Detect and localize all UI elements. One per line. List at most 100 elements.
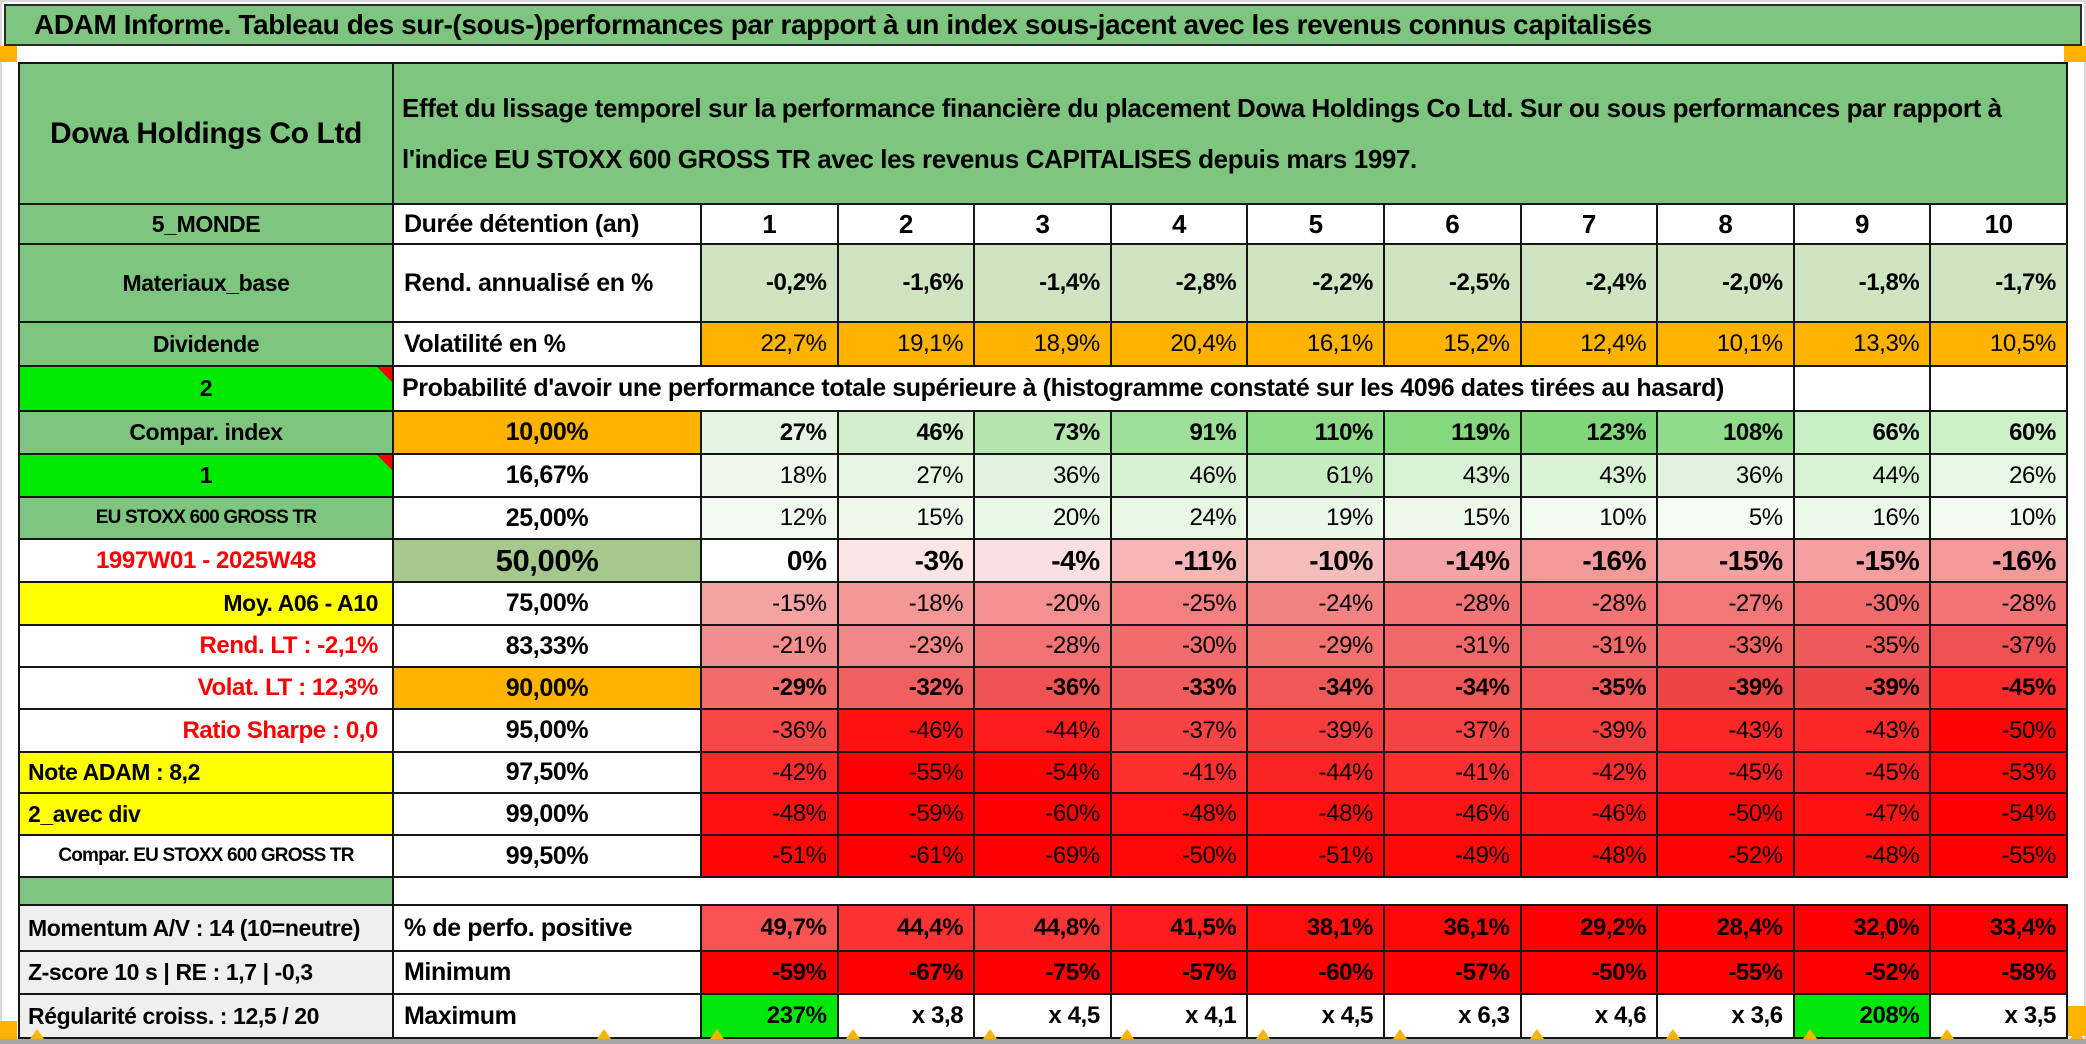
- value-cell-y7[interactable]: -35%: [1521, 668, 1659, 710]
- value-cell-y6[interactable]: 43%: [1384, 455, 1522, 498]
- value-cell-y6[interactable]: -14%: [1384, 540, 1522, 583]
- row-label-cell[interactable]: 2_avec div: [18, 794, 394, 836]
- value-cell-y2[interactable]: 19,1%: [838, 323, 976, 367]
- metric-label-cell[interactable]: 99,00%: [394, 794, 702, 836]
- metric-label-cell[interactable]: 83,33%: [394, 626, 702, 668]
- value-cell-y10[interactable]: 10,5%: [1931, 323, 2068, 367]
- value-cell-y1[interactable]: 22,7%: [702, 323, 839, 367]
- value-cell-y9[interactable]: 44%: [1794, 455, 1932, 498]
- metric-label-cell[interactable]: Rend. annualisé en %: [394, 245, 702, 323]
- value-cell-y5[interactable]: -10%: [1248, 540, 1385, 583]
- metric-label-cell[interactable]: 75,00%: [394, 583, 702, 626]
- empty-cell[interactable]: [1794, 367, 1932, 412]
- value-cell-y4[interactable]: 24%: [1111, 498, 1249, 540]
- value-cell-y9[interactable]: -45%: [1794, 753, 1932, 794]
- value-cell-y5[interactable]: x 4,5: [1248, 995, 1385, 1039]
- value-cell-y2[interactable]: -23%: [838, 626, 976, 668]
- value-cell-y3[interactable]: -28%: [975, 626, 1112, 668]
- metric-label-cell[interactable]: Maximum: [394, 995, 702, 1039]
- value-cell-y7[interactable]: -31%: [1521, 626, 1659, 668]
- value-cell-y9[interactable]: -48%: [1794, 836, 1932, 878]
- value-cell-y1[interactable]: 0%: [702, 540, 839, 583]
- value-cell-y5[interactable]: -39%: [1248, 710, 1385, 753]
- value-cell-y10[interactable]: 26%: [1931, 455, 2068, 498]
- value-cell-y7[interactable]: -2,4%: [1521, 245, 1659, 323]
- value-cell-y9[interactable]: -52%: [1794, 952, 1932, 995]
- value-cell-y6[interactable]: -57%: [1384, 952, 1522, 995]
- value-cell-y9[interactable]: 66%: [1794, 412, 1932, 455]
- value-cell-y9[interactable]: -43%: [1794, 710, 1932, 753]
- row-label-cell[interactable]: Régularité croiss. : 12,5 / 20: [18, 995, 394, 1039]
- value-cell-y5[interactable]: -34%: [1248, 668, 1385, 710]
- value-cell-y8[interactable]: 8: [1658, 205, 1795, 245]
- value-cell-y3[interactable]: -44%: [975, 710, 1112, 753]
- value-cell-y7[interactable]: -46%: [1521, 794, 1659, 836]
- value-cell-y5[interactable]: -24%: [1248, 583, 1385, 626]
- value-cell-y3[interactable]: 73%: [975, 412, 1112, 455]
- value-cell-y5[interactable]: 61%: [1248, 455, 1385, 498]
- metric-label-cell[interactable]: 95,00%: [394, 710, 702, 753]
- merged-text-cell[interactable]: Probabilité d'avoir une performance tota…: [394, 367, 1795, 412]
- value-cell-y8[interactable]: -27%: [1658, 583, 1795, 626]
- value-cell-y8[interactable]: x 3,6: [1658, 995, 1795, 1039]
- value-cell-y8[interactable]: -50%: [1658, 794, 1795, 836]
- value-cell-y10[interactable]: x 3,5: [1931, 995, 2068, 1039]
- row-label-cell[interactable]: Compar. EU STOXX 600 GROSS TR: [18, 836, 394, 878]
- value-cell-y7[interactable]: 7: [1521, 205, 1659, 245]
- value-cell-y9[interactable]: -1,8%: [1794, 245, 1932, 323]
- value-cell-y6[interactable]: x 6,3: [1384, 995, 1522, 1039]
- value-cell-y6[interactable]: 119%: [1384, 412, 1522, 455]
- value-cell-y10[interactable]: 10: [1931, 205, 2068, 245]
- value-cell-y4[interactable]: -48%: [1111, 794, 1249, 836]
- row-label-cell[interactable]: Moy. A06 - A10: [18, 583, 394, 626]
- value-cell-y10[interactable]: -53%: [1931, 753, 2068, 794]
- value-cell-y8[interactable]: -15%: [1658, 540, 1795, 583]
- value-cell-y2[interactable]: -1,6%: [838, 245, 976, 323]
- value-cell-y9[interactable]: 16%: [1794, 498, 1932, 540]
- value-cell-y2[interactable]: 44,4%: [838, 906, 976, 952]
- value-cell-y7[interactable]: 10%: [1521, 498, 1659, 540]
- value-cell-y2[interactable]: -18%: [838, 583, 976, 626]
- value-cell-y10[interactable]: -55%: [1931, 836, 2068, 878]
- value-cell-y8[interactable]: -33%: [1658, 626, 1795, 668]
- value-cell-y2[interactable]: 27%: [838, 455, 976, 498]
- value-cell-y1[interactable]: 12%: [702, 498, 839, 540]
- value-cell-y1[interactable]: -36%: [702, 710, 839, 753]
- value-cell-y10[interactable]: 33,4%: [1931, 906, 2068, 952]
- value-cell-y3[interactable]: -36%: [975, 668, 1112, 710]
- value-cell-y6[interactable]: -46%: [1384, 794, 1522, 836]
- value-cell-y6[interactable]: -28%: [1384, 583, 1522, 626]
- value-cell-y2[interactable]: -55%: [838, 753, 976, 794]
- value-cell-y1[interactable]: -29%: [702, 668, 839, 710]
- value-cell-y7[interactable]: 12,4%: [1521, 323, 1659, 367]
- value-cell-y4[interactable]: -57%: [1111, 952, 1249, 995]
- value-cell-y3[interactable]: 36%: [975, 455, 1112, 498]
- value-cell-y5[interactable]: 38,1%: [1248, 906, 1385, 952]
- value-cell-y2[interactable]: -46%: [838, 710, 976, 753]
- value-cell-y8[interactable]: 10,1%: [1658, 323, 1795, 367]
- value-cell-y2[interactable]: -61%: [838, 836, 976, 878]
- value-cell-y9[interactable]: -47%: [1794, 794, 1932, 836]
- row-label-cell[interactable]: Volat. LT : 12,3%: [18, 668, 394, 710]
- row-label-cell[interactable]: Note ADAM : 8,2: [18, 753, 394, 794]
- value-cell-y6[interactable]: -34%: [1384, 668, 1522, 710]
- value-cell-y4[interactable]: -41%: [1111, 753, 1249, 794]
- value-cell-y4[interactable]: -50%: [1111, 836, 1249, 878]
- value-cell-y5[interactable]: -60%: [1248, 952, 1385, 995]
- value-cell-y8[interactable]: 5%: [1658, 498, 1795, 540]
- value-cell-y4[interactable]: -37%: [1111, 710, 1249, 753]
- value-cell-y4[interactable]: -30%: [1111, 626, 1249, 668]
- value-cell-y8[interactable]: -2,0%: [1658, 245, 1795, 323]
- value-cell-y5[interactable]: -48%: [1248, 794, 1385, 836]
- value-cell-y6[interactable]: -31%: [1384, 626, 1522, 668]
- value-cell-y6[interactable]: -49%: [1384, 836, 1522, 878]
- value-cell-y9[interactable]: 32,0%: [1794, 906, 1932, 952]
- value-cell-y1[interactable]: -59%: [702, 952, 839, 995]
- value-cell-y6[interactable]: 6: [1384, 205, 1522, 245]
- row-label-cell[interactable]: 2: [18, 367, 394, 412]
- value-cell-y3[interactable]: 44,8%: [975, 906, 1112, 952]
- metric-label-cell[interactable]: 10,00%: [394, 412, 702, 455]
- value-cell-y8[interactable]: 36%: [1658, 455, 1795, 498]
- value-cell-y5[interactable]: 16,1%: [1248, 323, 1385, 367]
- value-cell-y2[interactable]: -32%: [838, 668, 976, 710]
